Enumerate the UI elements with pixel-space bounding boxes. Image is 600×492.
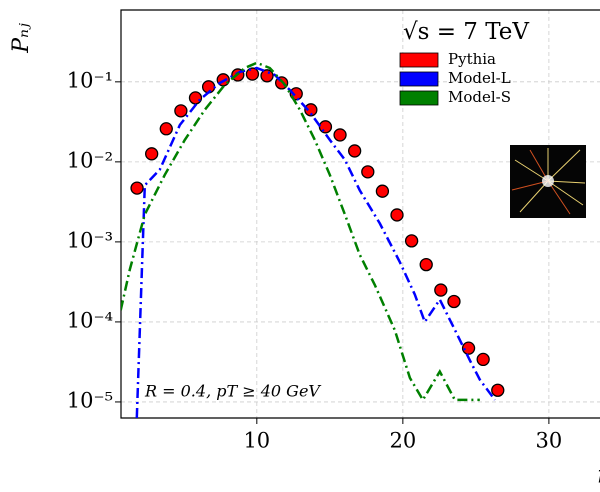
data-point: [245, 67, 260, 81]
legend-label: Model-L: [448, 69, 511, 87]
x-tick-label: 20: [389, 429, 416, 453]
axis-frame: [120, 9, 600, 419]
y-tick-label: 10⁻⁵: [67, 388, 113, 412]
data-point: [260, 69, 274, 83]
data-point: [375, 184, 390, 198]
legend-swatch: [399, 71, 439, 87]
data-line: [121, 61, 480, 403]
data-point: [304, 103, 318, 117]
y-tick-label: 10⁻⁴: [67, 308, 113, 332]
annotation: R = 0.4, pT ≥ 40 GeV: [144, 382, 321, 401]
data-point: [174, 104, 188, 118]
y-axis-label: Pₙⱼ: [9, 23, 34, 54]
data-point: [461, 341, 476, 355]
legend-label: Pythia: [448, 50, 496, 68]
data-point: [188, 91, 203, 105]
legend-swatch: [399, 52, 439, 68]
y-tick-label: 10⁻²: [67, 148, 113, 172]
data-point: [476, 352, 490, 367]
data-point: [348, 144, 362, 158]
data-point: [333, 128, 347, 142]
data-point: [404, 234, 419, 248]
y-tick-label: 10⁻³: [67, 228, 113, 252]
data-point: [130, 181, 144, 195]
legend-swatch: [399, 90, 439, 106]
data-point: [318, 120, 333, 134]
data-point: [159, 122, 173, 136]
plot-area: [121, 61, 505, 418]
data-point: [447, 294, 461, 309]
data-point: [419, 257, 433, 272]
data-point: [361, 165, 375, 179]
data-point: [145, 147, 159, 161]
data-point: [390, 208, 404, 222]
data-point: [491, 383, 505, 397]
x-axis-label: nⱼ: [597, 461, 600, 489]
axes: 10⁻¹ 10⁻² 10⁻³ 10⁻⁴ 10⁻⁵ 10 20 30: [67, 9, 600, 453]
x-tick-label: 30: [536, 429, 563, 453]
inset-image: [510, 145, 586, 218]
data-point: [434, 283, 448, 297]
annotation: √s = 7 TeV: [403, 19, 529, 45]
legend-label: Model-S: [448, 88, 511, 106]
data-line: [135, 66, 496, 418]
x-tick-label: 10: [243, 429, 270, 453]
y-tick-label: 10⁻¹: [67, 68, 113, 92]
